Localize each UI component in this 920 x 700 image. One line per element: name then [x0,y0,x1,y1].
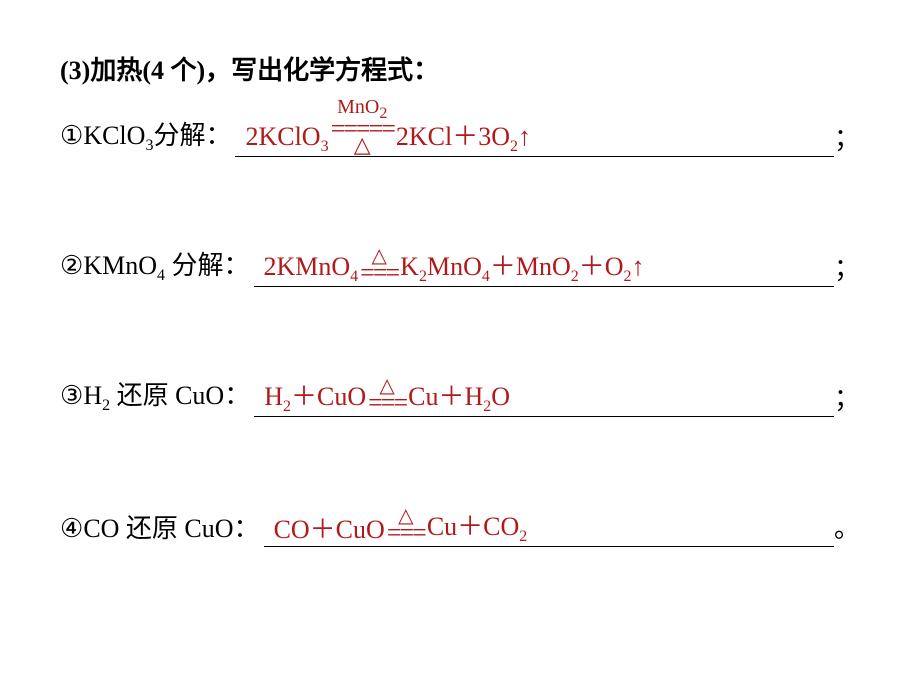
item-number-1: ① [60,121,83,150]
reaction-arrow-4: △ === [385,506,427,548]
answer-blank-4: CO＋CuO △ === Cu＋CO2 [264,514,834,547]
rhs-3: Cu＋H2O [408,376,510,418]
reaction-arrow-1: MnO2 ===== △ [329,97,396,158]
punct-2: ； [834,248,860,287]
prompt-4: ④CO 还原 CuO： [60,508,260,547]
punct-1: ； [834,118,860,157]
answer-blank-2: 2KMnO4 △ === K2MnO4＋MnO2＋O2↑ [254,254,835,287]
lhs-2: 2KMnO4 [264,252,359,288]
equation-3: H2＋CuO △ === Cu＋H2O [264,376,510,418]
equation-1: 2KClO3 MnO2 ===== △ 2KCl＋3O2↑ [245,97,531,158]
prompt-1: ①KClO3分解： [60,115,231,157]
section-heading: (3)加热(4 个)，写出化学方程式： [60,50,860,87]
equation-line-1: ①KClO3分解： 2KClO3 MnO2 ===== △ 2KCl＋3O2↑ … [60,117,860,157]
cond-below-1: △ [354,134,371,156]
label-post-2: 分解： [165,251,250,280]
rhs-4: Cu＋CO2 [427,506,527,548]
lhs-3: H2＋CuO [264,376,366,418]
reaction-arrow-3: △ === [366,376,408,418]
cond-eq-4: === [387,520,425,546]
answer-blank-1: 2KClO3 MnO2 ===== △ 2KCl＋3O2↑ [235,124,834,157]
document-page: (3)加热(4 个)，写出化学方程式： ①KClO3分解： 2KClO3 MnO… [0,0,920,587]
label-post-1: 分解： [153,121,231,150]
rhs-2: K2MnO4＋MnO2＋O2↑ [400,246,644,288]
rhs-1: 2KCl＋3O2↑ [396,116,531,158]
equation-4: CO＋CuO △ === Cu＋CO2 [274,506,528,548]
item-number-2: ② [60,251,83,280]
label-pre-1: KClO [83,121,145,150]
lhs-4: CO＋CuO [274,509,385,548]
label-pre-4: CO 还原 CuO： [83,514,259,543]
prompt-2: ②KMnO4 分解： [60,245,250,287]
punct-3: ； [834,378,860,417]
label-pre-2: KMnO [83,251,157,280]
equation-line-3: ③H2 还原 CuO： H2＋CuO △ === Cu＋H2O ； [60,377,860,417]
reaction-arrow-2: △ === [358,246,400,288]
label-post-3: 还原 CuO： [110,381,250,410]
equation-line-2: ②KMnO4 分解： 2KMnO4 △ === K2MnO4＋MnO2＋O2↑ … [60,247,860,287]
heading-prefix: (3) [60,56,90,85]
item-number-4: ④ [60,514,83,543]
punct-4: 。 [834,508,860,547]
answer-blank-3: H2＋CuO △ === Cu＋H2O [254,384,834,417]
heading-text: 加热(4 个)，写出化学方程式： [90,56,439,85]
label-pre-3: H [83,381,102,410]
label-sub-3: 2 [102,397,110,414]
item-number-3: ③ [60,381,83,410]
cond-eq-3: === [368,390,406,416]
equation-line-4: ④CO 还原 CuO： CO＋CuO △ === Cu＋CO2 。 [60,507,860,547]
prompt-3: ③H2 还原 CuO： [60,375,250,417]
lhs-1: 2KClO3 [245,122,328,158]
label-sub-2: 4 [157,267,165,284]
equation-2: 2KMnO4 △ === K2MnO4＋MnO2＋O2↑ [264,246,645,288]
cond-eq-2: === [360,260,398,286]
